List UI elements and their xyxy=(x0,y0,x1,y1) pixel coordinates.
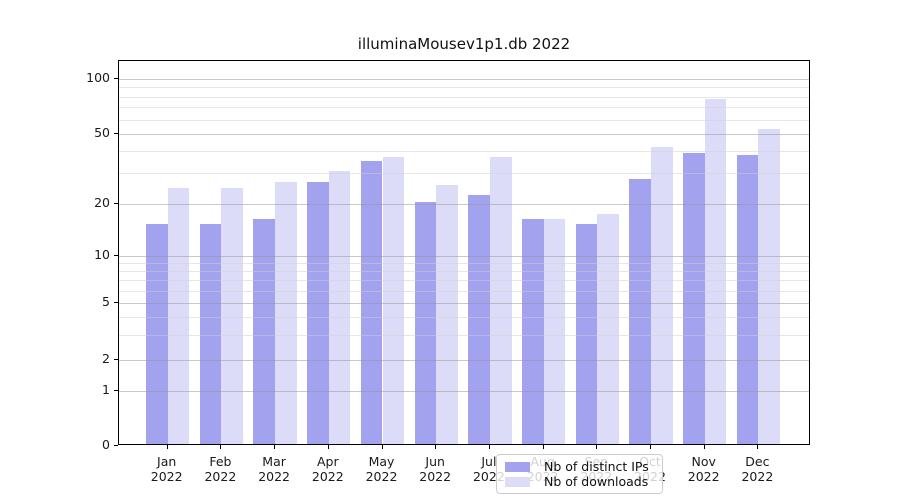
x-tick-mark-feb xyxy=(220,445,222,449)
bar-distinct-ips-sep xyxy=(575,223,598,444)
y-tick-label-2: 2 xyxy=(102,351,110,366)
chart-title: illuminaMousev1p1.db 2022 xyxy=(357,35,571,53)
x-tick-label-mar: Mar 2022 xyxy=(258,454,290,484)
x-tick-mark-may xyxy=(381,445,383,449)
x-tick-mark-dec xyxy=(757,445,759,449)
bar-distinct-ips-dec xyxy=(736,155,759,444)
y-tick-label-50: 50 xyxy=(94,125,110,140)
x-tick-mark-aug xyxy=(542,445,544,449)
legend-label-downloads: Nb of downloads xyxy=(544,474,649,489)
minor-gridline-7 xyxy=(119,280,809,282)
bar-distinct-ips-jul xyxy=(468,194,490,444)
bar-distinct-ips-feb xyxy=(199,223,222,444)
major-gridline-100 xyxy=(119,79,809,80)
bar-downloads-dec xyxy=(758,128,781,444)
x-tick-mark-oct xyxy=(650,445,651,449)
x-tick-label-may: May 2022 xyxy=(365,454,398,484)
y-tick-mark-100 xyxy=(114,78,118,79)
plot-area: Nb of distinct IPs Nb of downloads xyxy=(118,60,810,494)
legend-item-downloads: Nb of downloads xyxy=(505,474,656,489)
bar-downloads-aug xyxy=(543,218,566,444)
x-tick-label-jun: Jun 2022 xyxy=(419,454,452,484)
x-tick-label-dec: Dec 2022 xyxy=(741,454,774,484)
major-gridline-50 xyxy=(119,134,809,135)
bar-distinct-ips-jan xyxy=(146,223,168,444)
bar-downloads-apr xyxy=(328,171,351,444)
y-tick-mark-10 xyxy=(114,255,118,256)
minor-gridline-40 xyxy=(119,151,809,153)
legend-label-distinct-ips: Nb of distinct IPs xyxy=(544,459,649,474)
legend-swatch-downloads xyxy=(505,476,530,487)
legend-item-distinct-ips: Nb of distinct IPs xyxy=(505,459,656,474)
x-tick-mark-jan xyxy=(166,445,168,449)
y-tick-mark-0 xyxy=(114,444,118,446)
bar-downloads-oct xyxy=(651,147,673,444)
y-tick-label-20: 20 xyxy=(94,195,110,210)
minor-gridline-6 xyxy=(119,290,809,292)
x-tick-mark-apr xyxy=(327,445,329,449)
major-gridline-1 xyxy=(119,391,809,392)
minor-gridline-30 xyxy=(119,173,809,175)
legend-swatch-distinct-ips xyxy=(505,461,530,472)
bar-downloads-feb xyxy=(221,188,244,444)
x-tick-label-jan: Jan 2022 xyxy=(150,454,183,484)
x-tick-label-nov: Nov 2022 xyxy=(687,454,720,484)
major-gridline-2 xyxy=(119,360,809,361)
y-tick-mark-20 xyxy=(114,203,118,204)
minor-gridline-4 xyxy=(119,316,809,318)
minor-gridline-80 xyxy=(119,96,809,98)
minor-gridline-8 xyxy=(119,271,809,273)
minor-gridline-70 xyxy=(119,107,809,109)
bar-downloads-sep xyxy=(597,214,619,444)
bar-distinct-ips-jun xyxy=(414,202,437,444)
bar-distinct-ips-nov xyxy=(683,152,705,444)
bar-downloads-jan xyxy=(167,188,190,444)
bar-distinct-ips-aug xyxy=(521,218,544,444)
y-tick-label-100: 100 xyxy=(86,70,110,85)
y-tick-mark-5 xyxy=(114,302,118,303)
y-tick-label-5: 5 xyxy=(102,294,110,309)
bar-distinct-ips-may xyxy=(360,161,383,444)
y-tick-mark-2 xyxy=(114,359,118,360)
bar-distinct-ips-mar xyxy=(253,218,276,444)
minor-gridline-3 xyxy=(119,334,809,336)
bar-downloads-mar xyxy=(275,181,297,444)
bar-downloads-may xyxy=(382,157,405,444)
x-tick-label-apr: Apr 2022 xyxy=(311,454,344,484)
major-gridline-5 xyxy=(119,303,809,304)
x-tick-mark-sep xyxy=(596,445,598,449)
x-tick-mark-jun xyxy=(435,445,437,449)
x-tick-mark-nov xyxy=(703,445,705,449)
minor-gridline-90 xyxy=(119,87,809,89)
bar-downloads-jul xyxy=(489,157,512,444)
bar-distinct-ips-apr xyxy=(307,181,329,444)
minor-gridline-9 xyxy=(119,263,809,265)
x-tick-mark-jul xyxy=(488,445,490,449)
minor-gridline-60 xyxy=(119,119,809,121)
major-gridline-20 xyxy=(119,204,809,205)
y-tick-label-1: 1 xyxy=(102,382,110,397)
bar-distinct-ips-oct xyxy=(629,179,651,444)
y-tick-mark-50 xyxy=(114,133,118,134)
y-tick-label-0: 0 xyxy=(102,436,110,452)
x-tick-label-feb: Feb 2022 xyxy=(204,454,237,484)
legend: Nb of distinct IPs Nb of downloads xyxy=(496,454,663,494)
major-gridline-10 xyxy=(119,256,809,257)
y-tick-mark-1 xyxy=(114,390,118,391)
y-tick-label-10: 10 xyxy=(94,247,110,262)
bar-downloads-jun xyxy=(436,184,458,444)
x-tick-mark-mar xyxy=(274,445,276,449)
